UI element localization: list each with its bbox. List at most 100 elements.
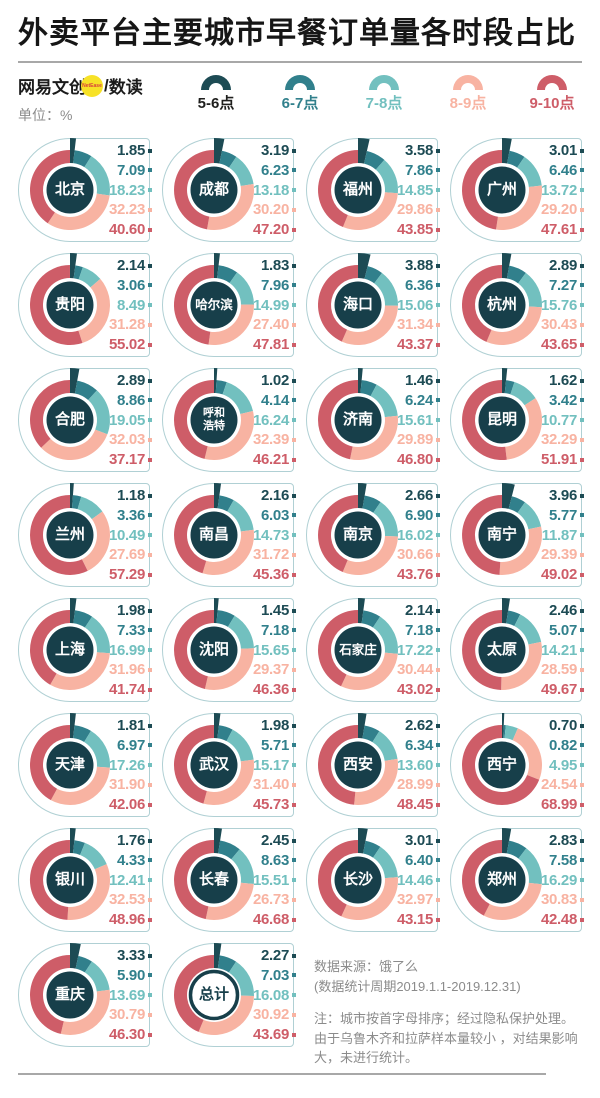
value-list: 3.96 5.77 11.87 29.39 49.02: [541, 488, 584, 582]
value-number: 48.96: [108, 911, 145, 928]
value-number: 30.20: [252, 201, 289, 219]
donut-segment: [228, 961, 255, 996]
donut-chart: [462, 483, 542, 575]
value-row: 16.02: [397, 528, 440, 543]
value-tick-marker: [436, 493, 440, 498]
donut-segment: [30, 725, 70, 801]
value-row: 18.23: [109, 183, 152, 198]
donut-chart: [462, 368, 542, 460]
value-number: 10.77: [540, 411, 577, 429]
value-row: 15.76: [541, 298, 584, 313]
value-list: 3.19 6.23 13.18 30.20 47.20: [253, 143, 296, 237]
donut-segment: [88, 390, 110, 435]
donut-segment: [461, 265, 502, 342]
value-tick-marker: [292, 378, 296, 383]
value-tick-marker: [148, 858, 152, 863]
city-chart-cell: 银川 1.76 4.33 12.41 32.53 48.96: [18, 828, 152, 932]
value-tick-marker: [292, 743, 296, 748]
value-row: 17.26: [109, 758, 152, 773]
value-row: 30.83: [541, 892, 584, 907]
remark-line: 注：城市按首字母排序；经过隐私保护处理。由于乌鲁木齐和拉萨样本量较小 ，对结果影…: [314, 1011, 578, 1065]
donut-segment: [215, 380, 227, 395]
value-tick-marker: [580, 858, 584, 863]
city-chart-cell: 呼和浩特 1.02 4.14 16.24 32.39 46.21: [162, 368, 296, 472]
value-number: 30.43: [540, 316, 577, 334]
value-tick-marker: [148, 303, 152, 307]
value-number: 1.98: [117, 602, 145, 619]
value-row: 6.36: [397, 278, 440, 293]
value-tick-marker: [292, 207, 296, 212]
value-number: 6.03: [261, 506, 289, 524]
footer-divider: [18, 1073, 546, 1075]
donut-segment: [358, 138, 370, 164]
donut-segment: [198, 995, 254, 1036]
value-list: 2.89 8.86 19.05 32.03 37.17: [109, 373, 152, 467]
value-row: 5.71: [253, 738, 296, 753]
value-row: 1.02: [253, 373, 296, 388]
value-row: 55.02: [109, 337, 152, 352]
value-row: 30.79: [109, 1007, 152, 1022]
value-tick-marker: [436, 572, 440, 577]
donut-segment: [502, 253, 512, 279]
value-row: 7.96: [253, 278, 296, 293]
donut-segment: [30, 265, 83, 345]
value-row: 32.29: [541, 432, 584, 447]
value-tick-marker: [148, 207, 152, 212]
value-list: 1.46 6.24 15.61 29.89 46.80: [397, 373, 440, 467]
donut-segment: [174, 610, 215, 689]
city-chart-cell: 郑州 2.83 7.58 16.29 30.83 42.48: [450, 828, 584, 932]
donut-segment: [208, 304, 255, 346]
value-row: 43.37: [397, 337, 440, 352]
value-number: 1.62: [549, 372, 577, 389]
value-row: 43.02: [397, 682, 440, 697]
value-number: 2.89: [549, 257, 577, 274]
value-number: 1.02: [261, 372, 289, 389]
value-number: 14.46: [396, 871, 433, 889]
value-number: 43.65: [540, 336, 577, 353]
value-number: 1.83: [261, 257, 289, 274]
value-row: 6.40: [397, 853, 440, 868]
donut-segment: [317, 264, 359, 342]
value-tick-marker: [292, 227, 296, 232]
value-number: 15.76: [540, 296, 577, 314]
value-row: 3.58: [397, 143, 440, 158]
value-number: 30.44: [396, 661, 433, 679]
value-tick-marker: [580, 227, 584, 232]
donut-segment: [222, 382, 253, 414]
donut-segment: [203, 759, 255, 806]
value-number: 43.76: [396, 566, 433, 583]
donut-segment: [373, 502, 398, 537]
brand-logo: 网易文创 NetEase / 数读: [18, 73, 174, 98]
donut-segment: [510, 381, 536, 406]
value-tick-marker: [580, 303, 584, 307]
value-tick-marker: [292, 263, 296, 268]
value-tick-marker: [148, 687, 152, 692]
value-tick-marker: [292, 418, 296, 422]
donut-segment: [372, 731, 398, 761]
value-row: 30.20: [253, 202, 296, 217]
value-tick-marker: [148, 743, 152, 748]
value-tick-marker: [436, 188, 440, 192]
value-number: 13.18: [252, 181, 289, 199]
value-number: 6.23: [261, 161, 289, 179]
value-row: 7.86: [397, 163, 440, 178]
value-tick-marker: [148, 897, 152, 902]
donut-segment: [70, 483, 74, 509]
value-number: 7.18: [261, 621, 289, 639]
value-row: 43.85: [397, 222, 440, 237]
value-tick-marker: [580, 493, 584, 498]
value-number: 1.85: [117, 142, 145, 159]
value-tick-marker: [292, 437, 296, 442]
value-row: 0.82: [541, 738, 584, 753]
value-number: 30.83: [540, 891, 577, 909]
value-number: 7.18: [405, 621, 433, 639]
value-row: 2.66: [397, 488, 440, 503]
value-number: 47.61: [540, 221, 577, 238]
value-tick-marker: [292, 188, 296, 192]
value-number: 2.46: [549, 602, 577, 619]
donut-segment: [508, 496, 525, 513]
value-row: 43.65: [541, 337, 584, 352]
value-number: 37.17: [108, 451, 145, 468]
value-row: 46.21: [253, 452, 296, 467]
donut-segment: [318, 610, 358, 687]
